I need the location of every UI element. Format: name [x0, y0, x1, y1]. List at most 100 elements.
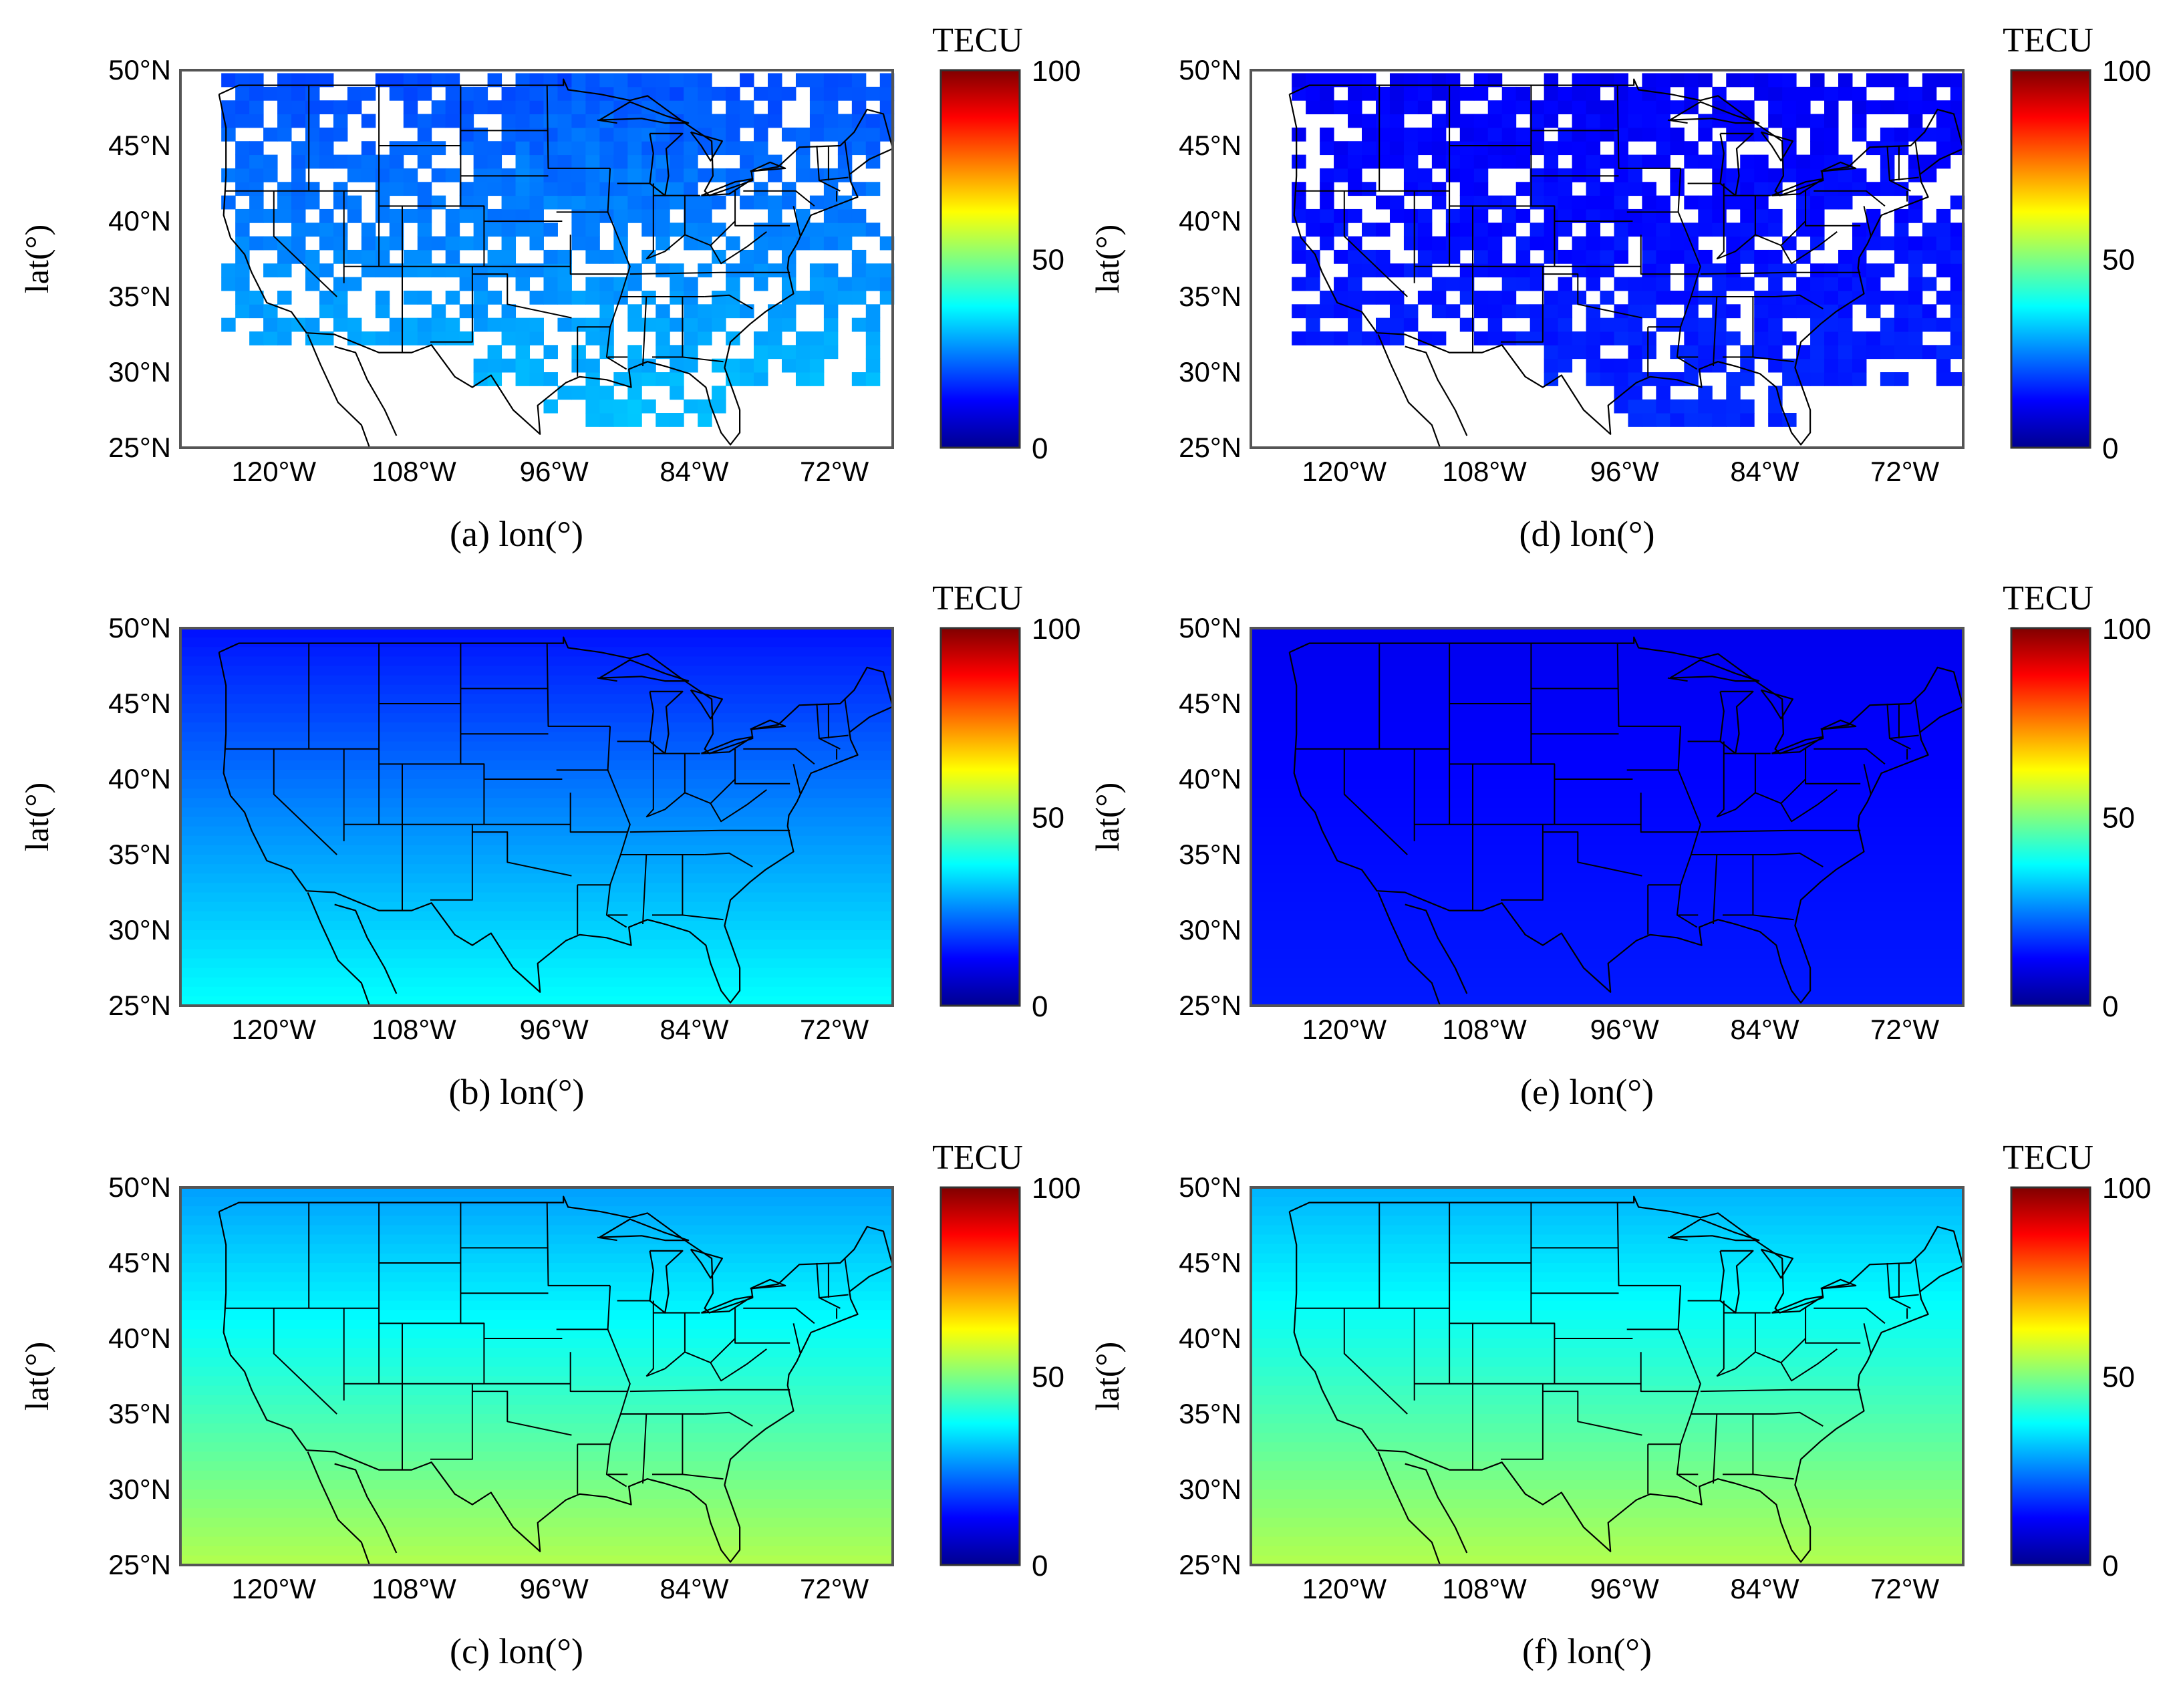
tec-cell [1950, 236, 1965, 251]
tec-cell [375, 290, 390, 305]
tec-cell [1628, 86, 1642, 101]
state-boundary [682, 1473, 724, 1480]
tec-cell [487, 208, 502, 223]
tec-cell [1936, 372, 1951, 386]
tec-cell [375, 168, 390, 182]
tec-cell [740, 100, 754, 115]
tec-cell [1459, 141, 1475, 156]
tec-cell [1306, 223, 1320, 237]
tec-band [180, 1338, 893, 1349]
tec-cell [795, 331, 811, 345]
tec-cell [459, 141, 474, 156]
tec-cell [487, 249, 502, 264]
tec-cell [768, 100, 782, 115]
national-border [1289, 1195, 1965, 1314]
tec-cell [781, 317, 796, 332]
tec-cell [347, 208, 362, 223]
tec-cell [1782, 114, 1797, 128]
tec-band [1251, 835, 1963, 846]
tec-cell [1642, 223, 1656, 237]
tec-cell [501, 141, 517, 156]
tec-cell [1403, 182, 1419, 196]
tec-cell [795, 372, 811, 386]
tec-cell [235, 86, 250, 101]
lat-tick-label: 25°N [1179, 990, 1242, 1021]
tec-cell [1880, 100, 1895, 115]
tec-band [1251, 1451, 1963, 1462]
tec-cell [1375, 154, 1391, 169]
tec-cell [641, 168, 656, 182]
tec-band [1251, 732, 1963, 742]
tec-cell [865, 277, 881, 291]
tec-cell [1417, 86, 1433, 101]
tec-cell [768, 208, 782, 223]
tec-cell [613, 141, 628, 156]
tec-cell [1880, 331, 1895, 345]
tec-cell [1403, 73, 1419, 88]
tec-cell [557, 168, 572, 182]
tec-cell [1684, 195, 1699, 210]
tec-cell [726, 127, 740, 142]
mexico-coast [1377, 334, 1441, 448]
colorbar-tick-label: 0 [1032, 1550, 1048, 1582]
tec-cell [1628, 182, 1642, 196]
tec-cell [1558, 182, 1573, 196]
tec-band [1251, 1225, 1963, 1236]
tec-cell [1908, 236, 1923, 251]
tec-cell [1628, 114, 1642, 128]
tec-cell [1292, 154, 1306, 169]
tec-cell [347, 277, 362, 291]
tec-cell [1922, 168, 1937, 182]
tec-cell [613, 154, 628, 169]
tec-cell [1880, 317, 1895, 332]
tec-cell [641, 127, 656, 142]
tec-cell [459, 114, 474, 128]
tec-cell [599, 182, 614, 196]
tec-cell [1656, 195, 1670, 210]
tec-cell [1936, 114, 1951, 128]
tec-cell [515, 358, 531, 373]
tec-cell [851, 277, 867, 291]
tec-cell [670, 100, 684, 115]
tec-cell [1726, 386, 1741, 400]
tec-cell [1334, 141, 1348, 156]
tec-cell [333, 249, 348, 264]
tec-cell [1838, 317, 1853, 332]
tec-cell [1810, 154, 1825, 169]
tec-cell [656, 317, 670, 332]
tec-band [1251, 684, 1963, 695]
tec-cell [557, 386, 572, 400]
tec-cell [403, 86, 418, 101]
tec-band [1251, 789, 1963, 799]
tec-cell [1600, 236, 1614, 251]
tec-cell [1852, 277, 1867, 291]
tec-cell [389, 208, 404, 223]
tec-cell [501, 100, 517, 115]
tec-cell [1417, 168, 1433, 182]
tec-cell [1726, 372, 1741, 386]
tec-cell [627, 100, 642, 115]
tec-cell [809, 100, 825, 115]
tec-cell [501, 263, 517, 278]
tec-cell [1894, 100, 1909, 115]
tec-cell [277, 182, 292, 196]
map-frame [179, 627, 894, 1007]
tec-cell [1768, 277, 1783, 291]
tec-cell [1642, 249, 1656, 264]
tec-cell [1473, 182, 1489, 196]
tec-cell [599, 168, 614, 182]
tec-band [180, 901, 893, 912]
tec-cell [361, 168, 376, 182]
tec-cell [1712, 208, 1727, 223]
tec-cell [1768, 345, 1783, 360]
tec-cell [684, 277, 698, 291]
state-boundary [1775, 852, 1824, 867]
tec-cell [1348, 141, 1362, 156]
tec-cell [1614, 127, 1628, 142]
tec-cell [529, 317, 544, 332]
lake-outline [1669, 101, 1760, 124]
tec-cell [585, 208, 600, 223]
tec-cell [333, 182, 348, 196]
state-boundary [743, 748, 815, 765]
tec-cell [1880, 263, 1895, 278]
